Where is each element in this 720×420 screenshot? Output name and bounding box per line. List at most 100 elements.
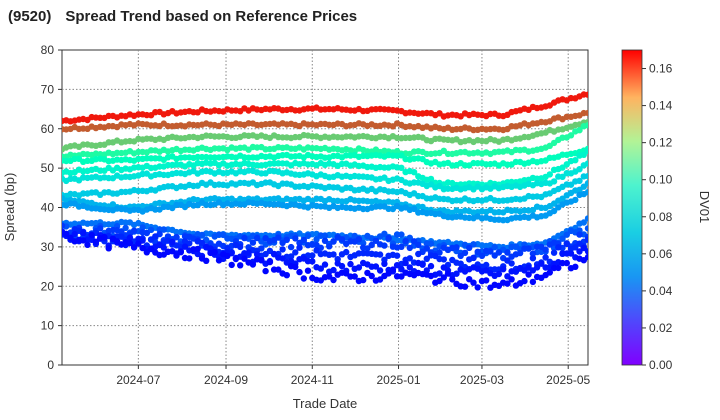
- data-point: [181, 243, 189, 250]
- data-point: [381, 260, 388, 267]
- data-point: [453, 270, 460, 277]
- data-point: [533, 264, 541, 271]
- data-point: [321, 232, 329, 240]
- colorbar-tick-label: 0.16: [649, 62, 673, 76]
- data-point: [567, 132, 575, 139]
- data-point: [321, 237, 329, 244]
- data-point: [584, 253, 588, 261]
- data-point: [343, 248, 350, 256]
- data-point: [461, 249, 469, 256]
- series-dv01-0.08: [62, 145, 588, 169]
- data-point: [279, 246, 286, 253]
- data-point: [385, 234, 392, 242]
- data-point: [576, 127, 583, 134]
- colorbar-tick-label: 0.14: [649, 99, 673, 113]
- data-point: [283, 272, 290, 279]
- data-point: [309, 258, 316, 265]
- data-point: [80, 237, 87, 244]
- data-point: [287, 243, 295, 251]
- data-point: [287, 253, 295, 260]
- data-point: [406, 255, 413, 262]
- x-axis-ticks: 2024-07 2024-09 2024-11 2025-01 2025-03 2025-…: [116, 365, 591, 387]
- chart-title: (9520) Spread Trend based on Reference Pr…: [8, 8, 357, 25]
- data-point: [572, 157, 579, 164]
- data-point: [495, 249, 503, 256]
- data-point: [300, 236, 307, 244]
- series-dv01-0.165: [62, 91, 588, 125]
- data-point: [211, 249, 218, 256]
- data-point: [249, 239, 257, 246]
- y-tick-label: 70: [41, 82, 55, 96]
- y-tick-label: 40: [41, 201, 55, 215]
- data-point: [122, 224, 129, 232]
- data-point: [253, 251, 261, 258]
- data-point: [198, 239, 206, 246]
- data-point: [160, 244, 167, 251]
- data-point: [143, 229, 150, 237]
- data-point: [351, 273, 358, 280]
- data-point: [232, 255, 240, 263]
- data-point: [436, 270, 443, 277]
- data-point: [338, 262, 346, 270]
- data-point: [88, 231, 95, 239]
- data-point: [449, 276, 456, 283]
- y-tick-label: 60: [41, 122, 55, 136]
- colorbar-tick-label: 0.12: [649, 136, 673, 150]
- data-point: [440, 274, 447, 281]
- data-point: [398, 273, 405, 280]
- data-point: [275, 266, 282, 273]
- data-point: [572, 196, 579, 204]
- data-point: [572, 244, 579, 251]
- data-point: [461, 283, 469, 290]
- data-point: [398, 231, 405, 238]
- series-dv01-0.12: [62, 118, 588, 153]
- data-point: [584, 91, 588, 98]
- series-dv01-0.15: [62, 109, 588, 134]
- data-point: [483, 261, 490, 269]
- data-point: [487, 248, 494, 255]
- data-point: [427, 262, 435, 270]
- y-axis-ticks: 0 10 20 30 40 50 60 70 80: [41, 43, 62, 372]
- data-point: [440, 256, 447, 263]
- data-point: [584, 236, 588, 243]
- data-point: [368, 272, 375, 280]
- data-point: [62, 222, 66, 229]
- data-point: [521, 277, 528, 285]
- data-point: [330, 266, 337, 274]
- data-point: [398, 164, 405, 171]
- data-point: [258, 257, 265, 264]
- x-tick-label: 2025-05: [546, 373, 590, 387]
- data-point: [130, 244, 138, 251]
- colorbar-tick-label: 0.00: [649, 358, 673, 372]
- data-point: [576, 166, 583, 173]
- data-point: [364, 245, 371, 252]
- y-axis-label: Spread (bp): [2, 173, 17, 242]
- data-point: [576, 177, 583, 184]
- colorbar-ticks: 0.00 0.02 0.04 0.06 0.08 0.10 0.12 0.14 0.16: [642, 62, 673, 372]
- data-point: [347, 260, 354, 268]
- data-point: [309, 252, 316, 259]
- data-point: [173, 233, 180, 241]
- data-point: [576, 248, 583, 255]
- data-point: [410, 205, 418, 213]
- x-tick-label: 2025-01: [377, 373, 421, 387]
- data-point: [555, 244, 562, 251]
- data-point: [381, 230, 388, 237]
- data-point: [186, 255, 193, 262]
- data-point: [453, 244, 460, 251]
- data-point: [470, 254, 477, 262]
- data-point: [457, 260, 464, 267]
- data-point: [275, 234, 282, 241]
- colorbar-tick-label: 0.02: [649, 321, 673, 335]
- data-point: [279, 255, 286, 262]
- data-point: [584, 160, 588, 167]
- data-point: [584, 188, 588, 196]
- x-tick-label: 2025-03: [460, 373, 504, 387]
- data-point: [436, 277, 443, 285]
- data-point: [237, 262, 244, 269]
- data-point: [80, 229, 87, 237]
- data-point: [97, 225, 104, 232]
- data-point: [542, 254, 549, 261]
- chart-title-text: Spread Trend based on Reference Prices: [65, 8, 358, 25]
- data-point: [92, 238, 100, 245]
